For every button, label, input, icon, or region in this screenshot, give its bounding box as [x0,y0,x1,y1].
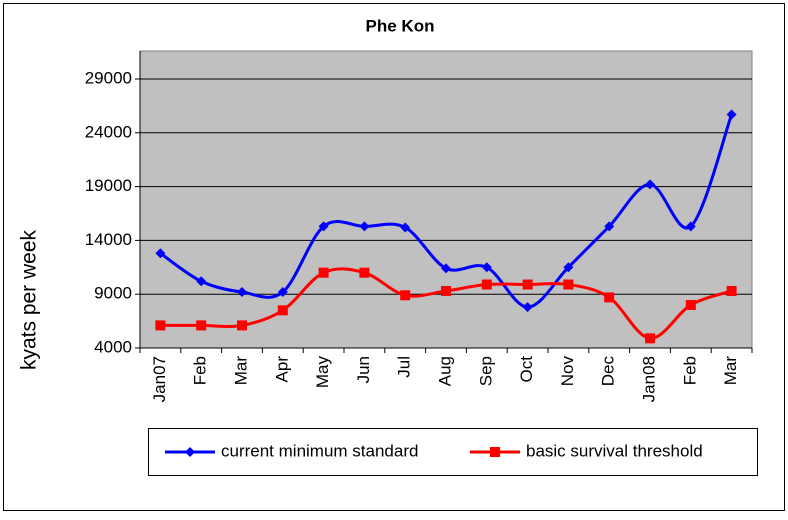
x-tick-label: Jan07 [150,356,169,402]
data-point [237,287,247,298]
chart-title: Phe Kon [366,16,435,35]
data-point [563,262,574,273]
x-tick-label: Sep [476,356,495,386]
x-tick-label: Mar [721,356,740,386]
data-point [645,333,655,344]
data-point [318,221,329,232]
data-point [522,279,533,290]
x-tick-label: Nov [558,356,577,387]
data-point [522,302,533,313]
x-tick-label: Feb [191,356,210,385]
legend-box [148,428,758,476]
plot-area [139,50,753,349]
y-tick-label: 24000 [85,122,132,141]
x-tick-label: Jan08 [639,356,658,402]
x-tick-label: Apr [272,356,291,383]
data-point [481,279,492,290]
data-point [359,221,370,232]
data-point [400,290,411,301]
y-tick-label: 9000 [94,284,132,303]
data-point [359,267,370,278]
x-tick-label: Aug [435,356,454,386]
data-point [237,320,247,331]
data-point [155,320,166,331]
data-point [726,109,737,120]
data-point [481,262,492,273]
legend-marker [185,447,195,457]
data-point [277,287,288,298]
data-point [318,267,329,278]
data-point [685,299,696,310]
x-tick-label: Jul [395,356,414,378]
data-point [726,285,737,296]
data-point [441,285,451,296]
data-point [604,221,615,232]
data-point [441,263,451,274]
y-tick-label: 14000 [85,230,132,249]
x-tick-label: Feb [680,356,699,385]
data-point [196,320,207,331]
data-point [645,179,655,190]
x-tick-label: Jun [354,356,373,383]
data-point [604,292,615,303]
x-tick-label: Oct [517,356,536,383]
data-point [196,276,207,287]
data-point [277,305,288,316]
data-point [563,279,574,290]
legend-label: current minimum standard [221,441,418,460]
x-tick-label: Mar [231,356,250,386]
y-tick-label: 4000 [94,337,132,356]
legend-label: basic survival threshold [526,441,703,460]
x-tick-label: Dec [599,356,618,387]
y-axis-label: kyats per week [18,229,41,370]
y-tick-label: 19000 [85,176,132,195]
data-point [685,221,696,232]
data-point [155,248,166,259]
data-point [400,222,411,233]
x-tick-label: May [313,356,332,389]
legend-marker [490,447,500,457]
y-tick-label: 29000 [85,68,132,87]
